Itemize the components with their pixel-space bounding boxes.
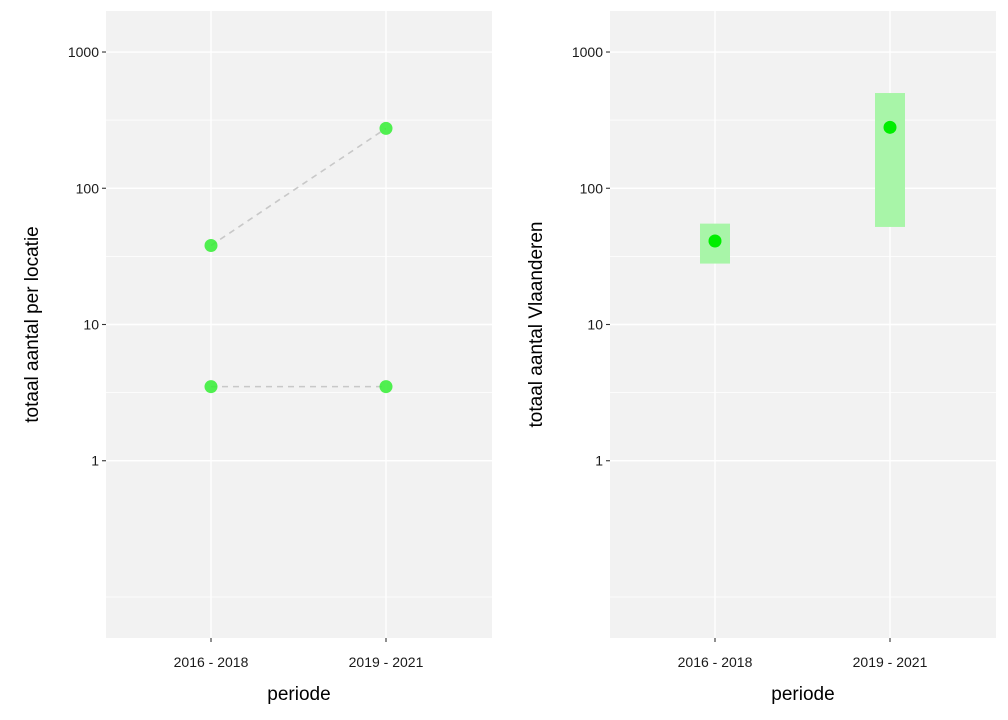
panel-left: 1 10 100 1000 2016 - 2018 2019 - 2021 period… bbox=[22, 11, 492, 705]
y-tick-label: 10 bbox=[587, 317, 603, 333]
data-point bbox=[708, 234, 722, 248]
series-line bbox=[210, 127, 387, 247]
x-axis-title-right: periode bbox=[771, 684, 834, 705]
y-tick-label: 1 bbox=[91, 453, 99, 469]
x-tick-label: 2019 - 2021 bbox=[853, 654, 928, 670]
x-tick-label: 2016 - 2018 bbox=[678, 654, 753, 670]
data-point bbox=[204, 239, 218, 253]
y-axis-title-right: totaal aantal Vlaanderen bbox=[526, 222, 547, 428]
y-tick-label: 1 bbox=[595, 453, 603, 469]
data-point bbox=[883, 120, 897, 134]
data-point bbox=[379, 121, 393, 135]
data-point bbox=[204, 380, 218, 394]
confidence-band bbox=[875, 93, 905, 227]
x-tick-label: 2016 - 2018 bbox=[174, 654, 249, 670]
y-tick-label: 100 bbox=[580, 180, 604, 196]
y-tick-label: 1000 bbox=[68, 44, 99, 60]
x-tick-label: 2019 - 2021 bbox=[349, 654, 424, 670]
x-axis-title-left: periode bbox=[267, 684, 330, 705]
y-axis-title-left: totaal aantal per locatie bbox=[22, 226, 43, 422]
y-tick-label: 100 bbox=[76, 180, 100, 196]
y-tick-label: 1000 bbox=[572, 44, 603, 60]
panel-right: 1 10 100 1000 2016 - 2018 2019 - 2021 period… bbox=[526, 11, 996, 705]
data-point bbox=[379, 380, 393, 394]
y-tick-label: 10 bbox=[83, 317, 99, 333]
